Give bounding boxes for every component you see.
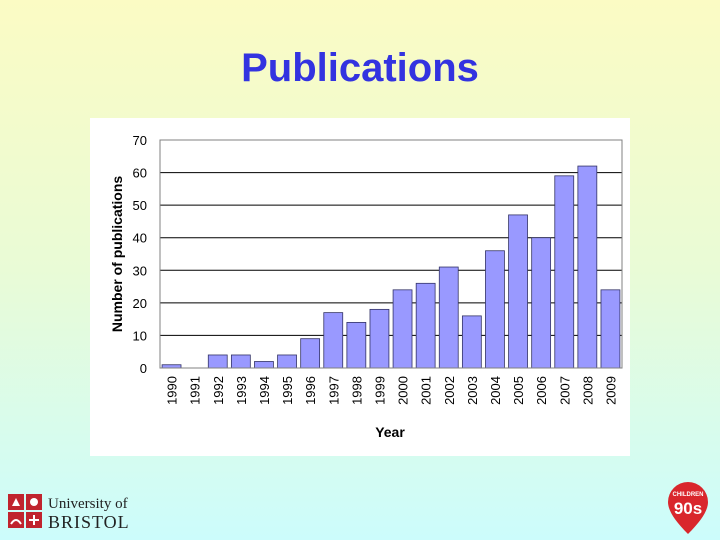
y-tick-label: 20 (133, 296, 147, 311)
children-of-the-90s-logo: CHILDREN 90s (668, 482, 708, 534)
bar-1996 (300, 338, 321, 369)
x-axis-title: Year (375, 424, 405, 440)
chart-panel: 0 10 20 30 40 50 60 70 1990 1991 1992 1993 1994 1995… (90, 118, 630, 456)
x-tick-label-1990: 1990 (165, 376, 180, 405)
y-tick-label: 0 (140, 361, 147, 376)
y-tick-label: 70 (133, 133, 147, 148)
bristol-crest-icon (8, 494, 42, 528)
y-tick-label: 60 (133, 166, 147, 181)
plot-frame (159, 139, 623, 369)
bar-1997 (323, 312, 344, 369)
bar-2000 (392, 289, 413, 369)
bar-2008 (577, 165, 598, 369)
bar-2005 (508, 214, 528, 369)
x-tick-label-1995: 1995 (280, 376, 295, 405)
x-tick-label-2005: 2005 (511, 376, 526, 405)
bar-chart: 0 10 20 30 40 50 60 70 1990 1991 1992 1993 1994 1995… (109, 133, 623, 440)
bar-2009 (600, 289, 621, 369)
x-tick-label-1994: 1994 (257, 376, 272, 405)
bar-1993 (230, 354, 251, 369)
y-tick-label: 50 (133, 198, 147, 213)
x-tick-label-2002: 2002 (442, 376, 457, 405)
x-tick-label-2000: 2000 (396, 376, 411, 405)
x-tick-label-2003: 2003 (465, 376, 480, 405)
c90s-logo-main-text: 90s (674, 499, 702, 518)
bristol-logo-line1: University of (48, 496, 128, 512)
bar-1995 (277, 354, 297, 369)
slide-title: Publications (241, 46, 479, 90)
x-tick-label-1991: 1991 (188, 376, 203, 405)
bar-1999 (369, 308, 390, 369)
c90s-logo-top-text: CHILDREN (673, 492, 704, 498)
x-tick-label-1992: 1992 (211, 376, 226, 405)
bar-2003 (461, 315, 482, 369)
y-tick-label: 30 (133, 263, 147, 278)
x-tick-label-2008: 2008 (580, 376, 595, 405)
x-tick-label-2007: 2007 (557, 376, 572, 405)
x-tick-label-2001: 2001 (419, 376, 434, 405)
bar-2007 (554, 175, 575, 369)
bristol-logo-line2: BRISTOL (48, 512, 130, 532)
y-tick-label: 10 (133, 328, 147, 343)
bar-2002 (438, 266, 459, 369)
bar-2006 (531, 237, 552, 369)
bar-2001 (415, 282, 436, 369)
x-tick-labels: 1990 1991 1992 1993 1994 1995 1996 1997 1998 1999… (165, 376, 619, 405)
x-tick-label-1996: 1996 (303, 376, 318, 405)
x-tick-label-1998: 1998 (349, 376, 364, 405)
y-axis-title: Number of publications (109, 176, 125, 333)
x-tick-label-2009: 2009 (603, 376, 618, 405)
x-tick-label-1999: 1999 (372, 376, 387, 405)
bar-1998 (346, 321, 367, 369)
x-tick-label-2006: 2006 (534, 376, 549, 405)
x-tick-label-2004: 2004 (488, 376, 503, 405)
university-of-bristol-logo: University of BRISTOL (6, 490, 141, 532)
bar-1994 (254, 361, 274, 369)
y-tick-labels: 0 10 20 30 40 50 60 70 (133, 133, 147, 376)
bar-1992 (207, 354, 228, 369)
bars (161, 165, 621, 369)
y-tick-label: 40 (133, 231, 147, 246)
bar-2004 (485, 250, 505, 369)
x-tick-label-1993: 1993 (234, 376, 249, 405)
x-tick-label-1997: 1997 (326, 376, 341, 405)
gridlines (160, 139, 622, 336)
